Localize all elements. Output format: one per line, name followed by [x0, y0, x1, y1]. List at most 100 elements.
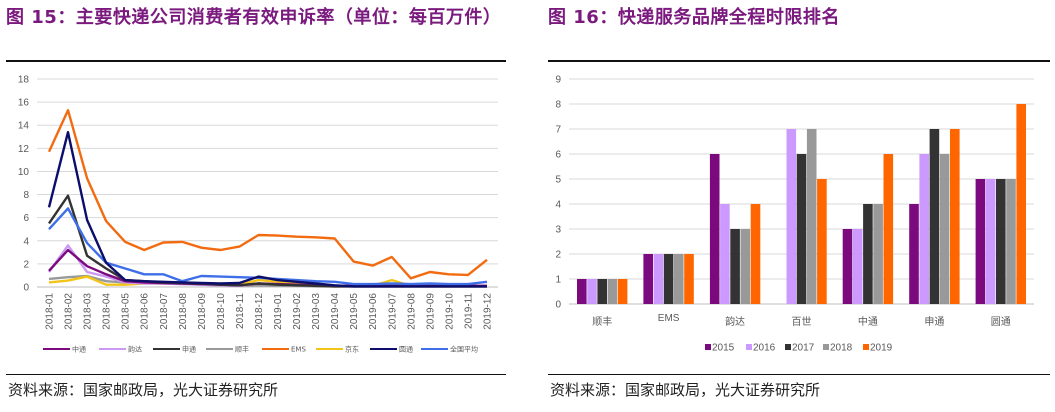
right-source-rule	[548, 374, 1050, 375]
left-title-rule	[6, 60, 506, 62]
bar-2017-申通	[929, 129, 940, 304]
figure-15-title: 图 15：主要快递公司消费者有效申诉率（单位：每百万件）	[6, 7, 502, 28]
bar-2016-中通	[852, 229, 863, 304]
x-tick-label: 2018-01	[45, 293, 56, 330]
bar-2018-顺丰	[607, 279, 618, 304]
y-tick-label: 2	[555, 250, 561, 261]
y-tick-label: 12	[18, 144, 30, 155]
legend-label: 京东	[345, 345, 359, 354]
x-tick-label: 2019-04	[330, 293, 341, 330]
x-tick-label: 2018-09	[197, 293, 208, 330]
bar-2018-圆通	[1006, 179, 1016, 304]
y-tick-label: 8	[23, 190, 29, 201]
right-source-note: 资料来源：国家邮政局，光大证券研究所	[550, 381, 821, 399]
y-tick-label: 7	[555, 125, 561, 136]
bar-2016-百世	[786, 129, 797, 304]
x-category-label: 百世	[792, 316, 812, 328]
left-source-note: 资料来源：国家邮政局，光大证券研究所	[8, 381, 279, 399]
bar-2019-圆通	[1016, 104, 1026, 304]
legend-label: 中通	[72, 345, 86, 354]
legend-label: 2019	[870, 343, 893, 354]
legend-swatch	[746, 344, 752, 350]
x-category-label: 顺丰	[592, 315, 612, 328]
legend-label: EMS	[291, 346, 306, 354]
legend-label: 顺丰	[235, 345, 249, 354]
x-category-label: EMS	[658, 313, 680, 324]
bar-2017-EMS	[663, 254, 674, 304]
bar-2017-顺丰	[597, 279, 607, 304]
bar-2018-中通	[873, 204, 883, 304]
y-tick-label: 5	[555, 175, 561, 186]
x-tick-label: 2018-06	[140, 293, 151, 330]
bar-2017-圆通	[996, 179, 1006, 304]
legend-label: 2015	[712, 343, 735, 354]
x-category-label: 圆通	[991, 316, 1011, 328]
bar-2018-韵达	[740, 229, 751, 304]
bar-2019-中通	[883, 154, 894, 304]
y-tick-label: 10	[18, 167, 30, 178]
bar-2019-韵达	[750, 204, 761, 304]
legend-swatch	[863, 344, 869, 350]
legend-label: 申通	[182, 345, 196, 354]
legend-label: 2017	[792, 343, 815, 354]
bar-2017-中通	[863, 204, 873, 304]
x-tick-label: 2019-07	[387, 293, 398, 330]
y-tick-label: 4	[555, 200, 561, 211]
bar-2017-百世	[796, 154, 807, 304]
bar-2016-韵达	[720, 204, 730, 304]
y-tick-label: 4	[23, 236, 29, 247]
y-tick-label: 3	[555, 225, 561, 236]
legend-label: 2016	[753, 343, 776, 354]
legend-swatch	[785, 344, 791, 350]
x-tick-label: 2018-05	[121, 293, 132, 330]
x-tick-label: 2019-06	[368, 293, 379, 330]
y-tick-label: 18	[18, 75, 30, 86]
legend-swatch	[705, 344, 711, 350]
x-tick-label: 2018-11	[235, 293, 246, 329]
y-tick-label: 14	[18, 121, 30, 132]
x-tick-label: 2019-03	[311, 293, 322, 330]
x-tick-label: 2019-08	[406, 293, 417, 330]
bar-2019-顺丰	[617, 279, 628, 304]
x-tick-label: 2018-12	[254, 293, 265, 330]
legend-label: 全国平均	[450, 345, 478, 354]
left-source-rule	[6, 374, 506, 375]
x-category-label: 中通	[858, 315, 878, 328]
bar-2019-EMS	[684, 254, 694, 304]
x-tick-label: 2018-02	[64, 293, 75, 330]
x-tick-label: 2019-02	[292, 293, 303, 330]
legend-label: 圆通	[399, 345, 413, 354]
x-tick-label: 2018-07	[159, 293, 170, 330]
y-tick-label: 1	[555, 275, 561, 286]
x-category-label: 韵达	[725, 315, 745, 328]
x-tick-label: 2019-12	[483, 293, 494, 330]
bar-2018-申通	[939, 154, 950, 304]
y-tick-label: 16	[18, 98, 30, 109]
y-tick-label: 8	[555, 100, 561, 111]
x-tick-label: 2019-01	[273, 293, 284, 330]
legend-swatch	[823, 344, 829, 350]
bar-2018-百世	[806, 129, 817, 304]
bar-2016-EMS	[653, 254, 664, 304]
bar-2016-顺丰	[587, 279, 597, 304]
right-title-rule	[548, 60, 1050, 62]
bar-2015-圆通	[975, 179, 986, 304]
legend-label: 韵达	[128, 345, 142, 354]
bar-2015-中通	[842, 229, 853, 304]
y-tick-label: 6	[23, 213, 29, 224]
series-line-EMS	[47, 108, 488, 280]
x-tick-label: 2019-11	[463, 293, 474, 329]
x-tick-label: 2018-10	[216, 293, 227, 330]
bar-2019-申通	[950, 129, 960, 304]
y-tick-label: 0	[555, 300, 561, 311]
x-tick-label: 2019-10	[444, 293, 455, 330]
bar-2018-EMS	[674, 254, 684, 304]
x-tick-label: 2019-05	[349, 293, 360, 330]
legend-label: 2018	[830, 343, 853, 354]
y-tick-label: 0	[23, 283, 29, 294]
bar-2015-申通	[909, 204, 919, 304]
bar-2015-顺丰	[577, 279, 587, 304]
bar-2015-韵达	[709, 154, 720, 304]
bar-2019-百世	[817, 179, 827, 304]
x-category-label: 申通	[924, 315, 944, 328]
